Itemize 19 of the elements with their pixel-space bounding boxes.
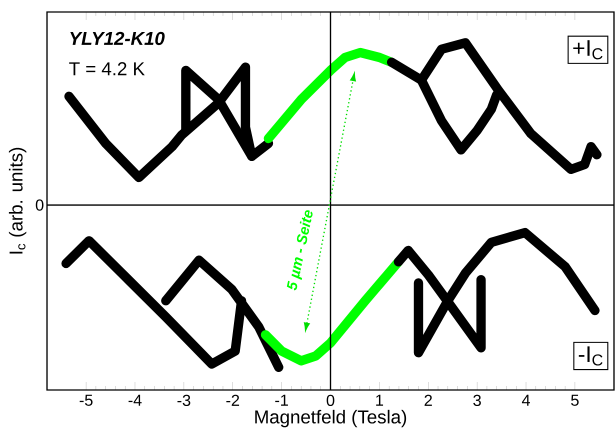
x-tick-label: -1 — [275, 394, 288, 406]
x-tick-label: 2 — [424, 394, 432, 406]
x-tick-label: -4 — [128, 394, 142, 406]
y-axis-title: I$_{c}$ (arb. units) — [8, 148, 26, 254]
annotation: T = 4.2 K — [69, 62, 145, 76]
ref-line-label: 0 — [36, 199, 44, 211]
annotation: 5 µm - Seite — [286, 210, 313, 290]
x-tick-label: 4 — [522, 394, 530, 406]
annotation: YLY12-K10 — [70, 32, 165, 46]
x-tick-label: 5 — [571, 394, 579, 406]
x-tick-label: 0 — [326, 394, 334, 406]
x-tick-label: 1 — [376, 394, 384, 406]
annotation: -I$_{C}$ — [578, 346, 603, 366]
x-axis-title: Magnetfeld (Tesla) — [255, 410, 406, 428]
x-tick-label: -2 — [226, 394, 240, 406]
annotation: +I$_{C}$ — [573, 40, 603, 60]
x-tick-label: -3 — [177, 394, 190, 406]
x-tick-label: -5 — [80, 394, 93, 406]
x-tick-label: 3 — [473, 394, 481, 406]
